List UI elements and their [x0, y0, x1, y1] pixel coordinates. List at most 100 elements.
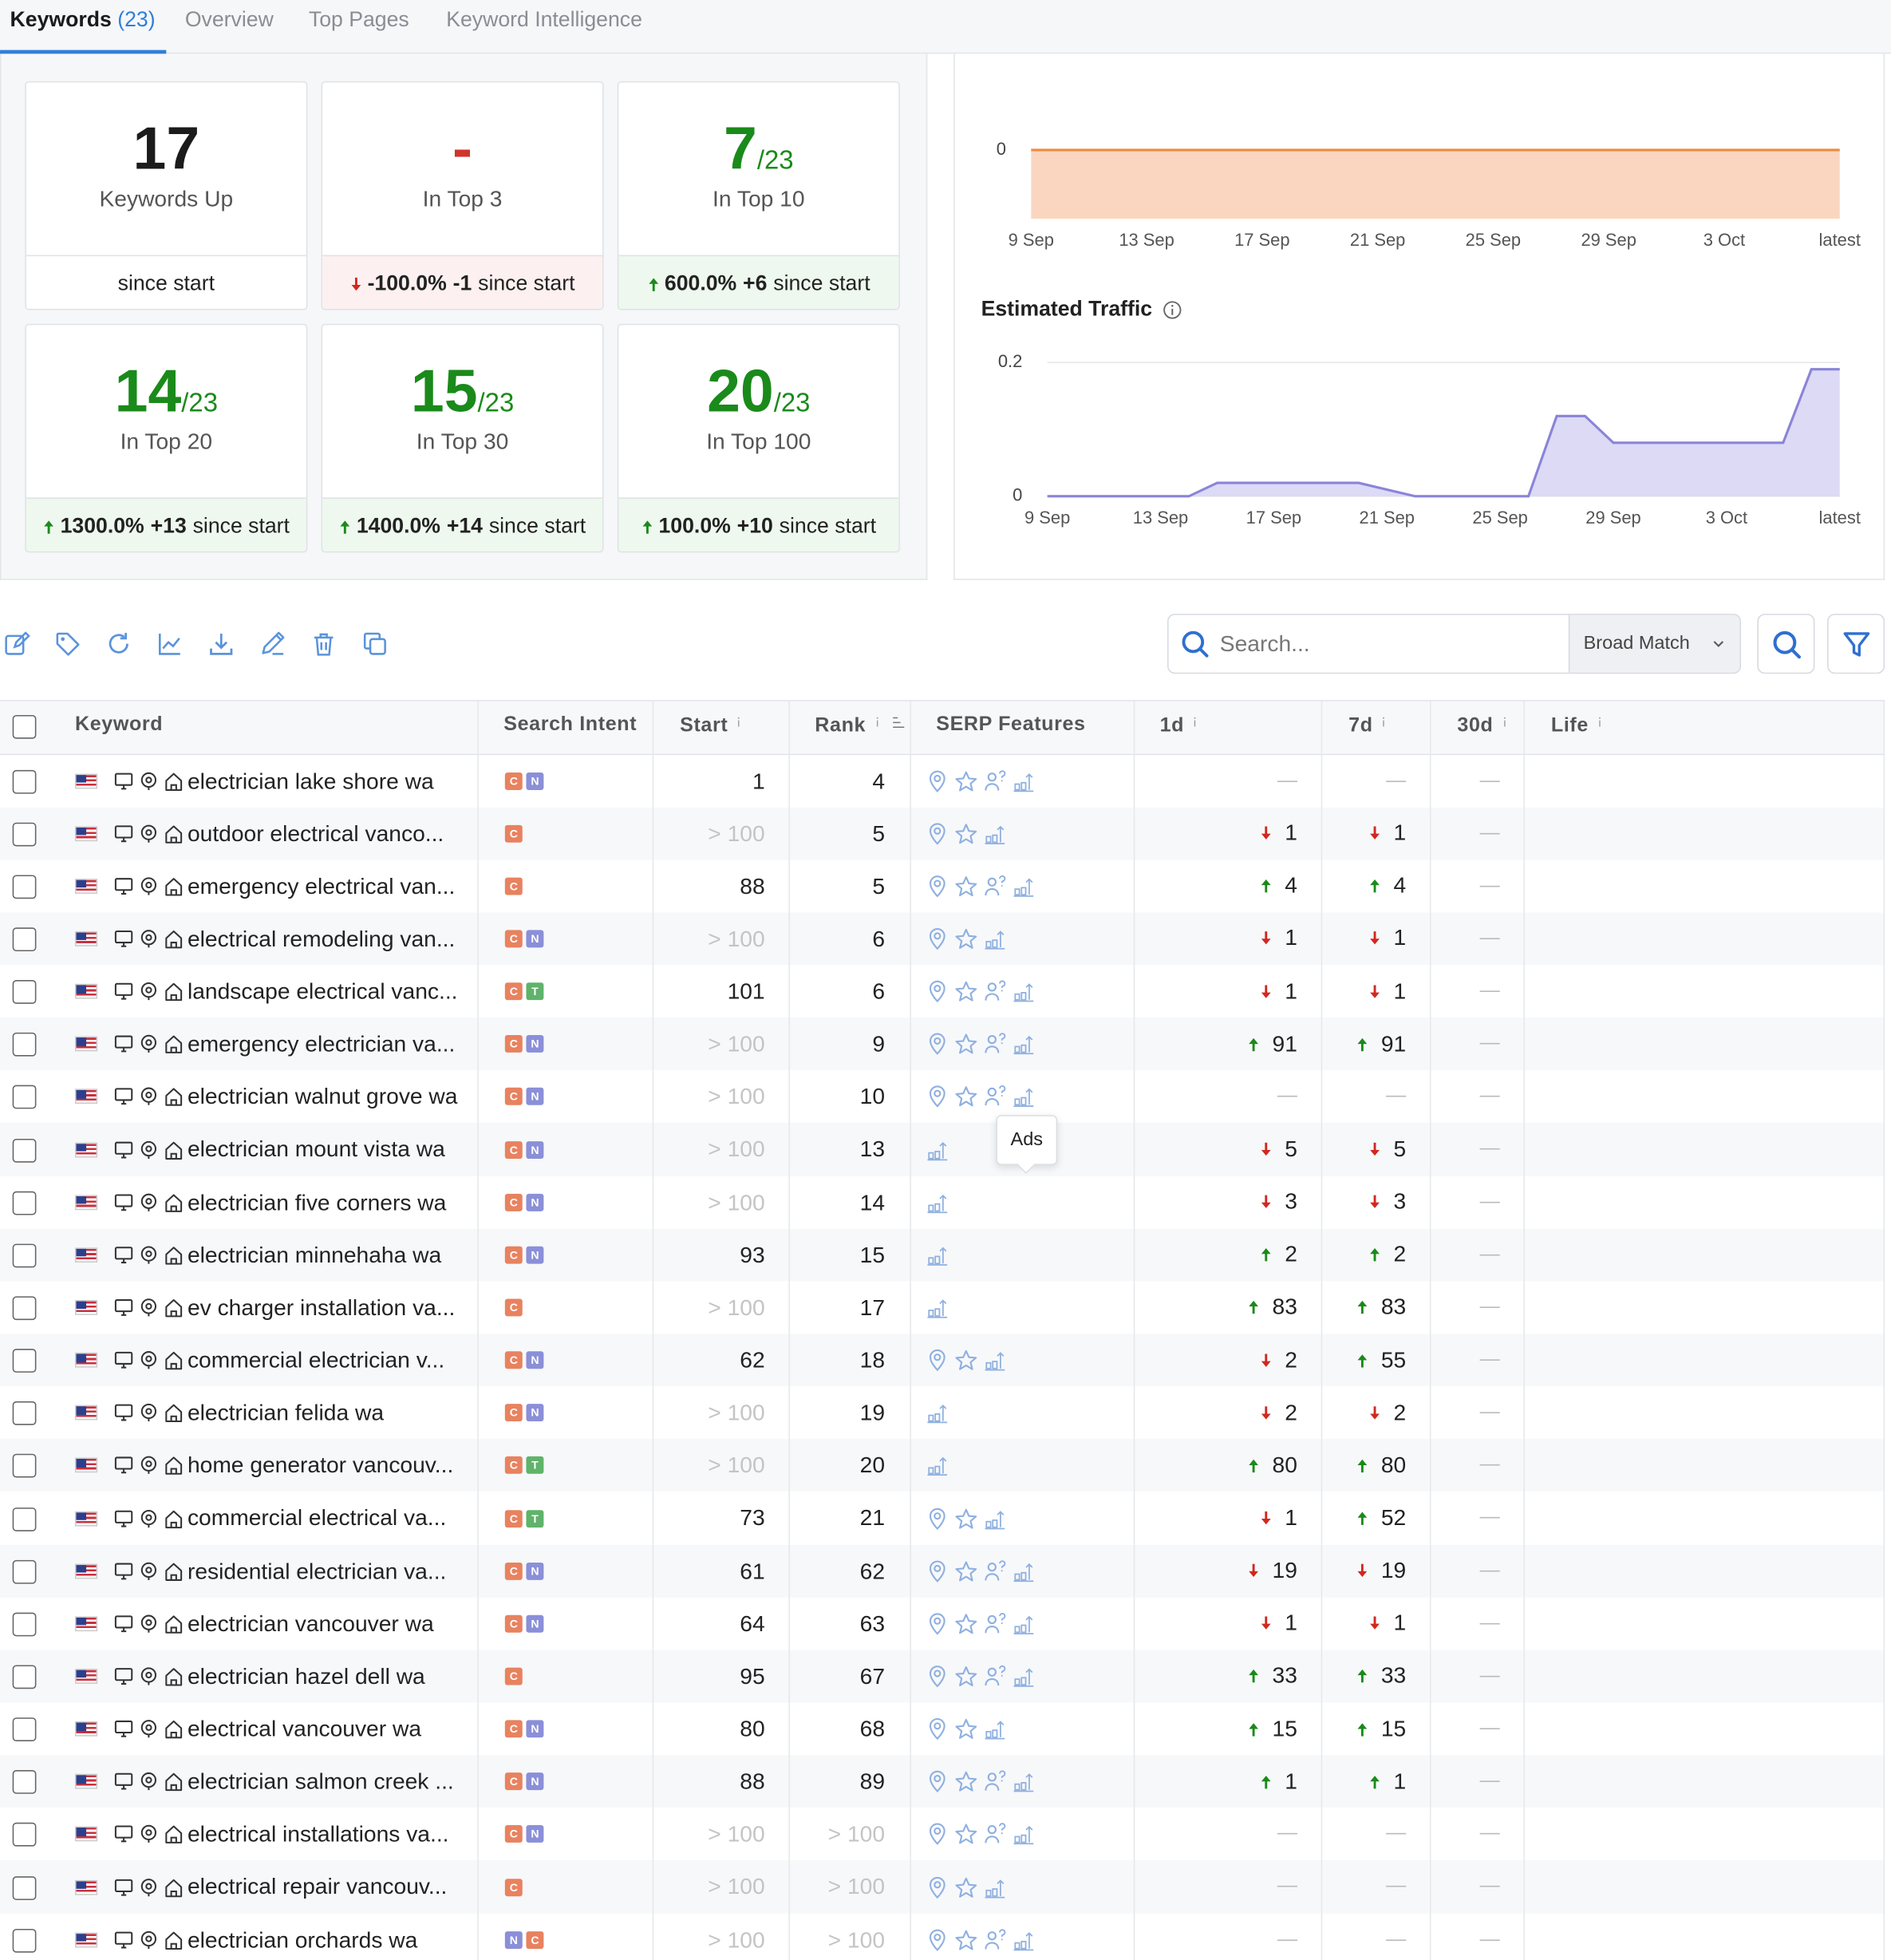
- serp-feature-ads[interactable]: [1013, 769, 1035, 792]
- tab[interactable]: Overview: [185, 7, 274, 32]
- serp-feature-ads[interactable]: [984, 1349, 1006, 1371]
- serp-feature-map[interactable]: [926, 1875, 949, 1899]
- serp-feature-star[interactable]: [955, 1507, 977, 1529]
- keyword[interactable]: electrician felida wa: [187, 1400, 385, 1425]
- serp-feature-ads[interactable]: [1013, 1559, 1035, 1582]
- row-checkbox[interactable]: [12, 769, 37, 793]
- column-header[interactable]: Life: [1551, 713, 1606, 737]
- serp-feature-map[interactable]: [926, 1823, 949, 1846]
- toolbar-button[interactable]: [311, 631, 336, 656]
- toolbar-button[interactable]: [157, 631, 182, 656]
- serp-feature-ads[interactable]: [926, 1296, 949, 1318]
- serp-feature-star[interactable]: [955, 769, 977, 792]
- keyword[interactable]: electrician mount vista wa: [187, 1136, 445, 1162]
- serp-feature-star[interactable]: [955, 1665, 977, 1687]
- row-checkbox[interactable]: [12, 1559, 37, 1584]
- keyword[interactable]: electrician hazel dell wa: [187, 1663, 425, 1689]
- column-header[interactable]: Rank: [815, 713, 906, 737]
- keyword[interactable]: commercial electrician v...: [187, 1347, 445, 1373]
- serp-feature-qa[interactable]: [984, 1823, 1006, 1845]
- search-button[interactable]: [1757, 614, 1815, 674]
- toolbar-button[interactable]: [209, 631, 234, 656]
- search-input[interactable]: Search...: [1219, 631, 1310, 657]
- keyword[interactable]: residential electrician va...: [187, 1558, 447, 1583]
- select-all-checkbox[interactable]: [12, 714, 37, 739]
- serp-feature-qa[interactable]: [984, 1085, 1006, 1108]
- keyword[interactable]: electrical vancouver wa: [187, 1716, 422, 1742]
- serp-feature-map[interactable]: [926, 1507, 949, 1530]
- row-checkbox[interactable]: [12, 1823, 37, 1847]
- serp-feature-ads[interactable]: [1013, 875, 1035, 897]
- keyword[interactable]: home generator vancouv...: [187, 1452, 454, 1478]
- keyword[interactable]: electrical remodeling van...: [187, 926, 456, 951]
- serp-feature-star[interactable]: [955, 1823, 977, 1845]
- serp-feature-map[interactable]: [926, 980, 949, 1003]
- serp-feature-qa[interactable]: [984, 1770, 1006, 1792]
- row-checkbox[interactable]: [12, 1770, 37, 1795]
- keyword[interactable]: electrician salmon creek ...: [187, 1768, 454, 1795]
- serp-feature-map[interactable]: [926, 875, 949, 898]
- serp-feature-ads[interactable]: [926, 1138, 949, 1160]
- serp-feature-star[interactable]: [955, 875, 977, 897]
- serp-feature-map[interactable]: [926, 1085, 949, 1108]
- serp-feature-ads[interactable]: [984, 1875, 1006, 1898]
- serp-feature-qa[interactable]: [984, 1033, 1006, 1055]
- column-header[interactable]: Search Intent: [503, 713, 637, 736]
- serp-feature-ads[interactable]: [1013, 1823, 1035, 1845]
- serp-feature-qa[interactable]: [984, 875, 1006, 897]
- keyword[interactable]: ev charger installation va...: [187, 1294, 456, 1320]
- serp-feature-map[interactable]: [926, 1349, 949, 1372]
- row-checkbox[interactable]: [12, 1033, 37, 1057]
- serp-feature-star[interactable]: [955, 1928, 977, 1950]
- serp-feature-map[interactable]: [926, 1612, 949, 1635]
- keyword[interactable]: electrician walnut grove wa: [187, 1084, 458, 1109]
- serp-feature-ads[interactable]: [926, 1401, 949, 1424]
- tab[interactable]: Top Pages: [309, 7, 409, 32]
- serp-feature-ads[interactable]: [984, 927, 1006, 950]
- serp-feature-map[interactable]: [926, 1770, 949, 1793]
- serp-feature-ads[interactable]: [1013, 1612, 1035, 1634]
- serp-feature-qa[interactable]: [984, 1665, 1006, 1687]
- serp-feature-ads[interactable]: [984, 1717, 1006, 1740]
- toolbar-button[interactable]: [362, 631, 387, 656]
- keyword[interactable]: outdoor electrical vanco...: [187, 820, 444, 846]
- keyword[interactable]: electrician orchards wa: [187, 1926, 418, 1953]
- column-header[interactable]: Start: [680, 713, 745, 737]
- keyword[interactable]: electrician five corners wa: [187, 1189, 447, 1215]
- serp-feature-star[interactable]: [955, 1875, 977, 1898]
- row-checkbox[interactable]: [12, 1665, 37, 1689]
- serp-feature-ads[interactable]: [926, 1454, 949, 1476]
- serp-feature-ads[interactable]: [1013, 1928, 1035, 1950]
- serp-feature-star[interactable]: [955, 1770, 977, 1792]
- serp-feature-star[interactable]: [955, 1559, 977, 1582]
- serp-feature-qa[interactable]: [984, 1928, 1006, 1950]
- serp-feature-ads[interactable]: [1013, 1665, 1035, 1687]
- row-checkbox[interactable]: [12, 1191, 37, 1215]
- serp-feature-map[interactable]: [926, 1665, 949, 1688]
- toolbar-button[interactable]: [260, 631, 285, 656]
- row-checkbox[interactable]: [12, 1349, 37, 1373]
- keyword[interactable]: electrical repair vancouv...: [187, 1874, 448, 1900]
- row-checkbox[interactable]: [12, 1138, 37, 1163]
- serp-feature-qa[interactable]: [984, 980, 1006, 1002]
- row-checkbox[interactable]: [12, 1717, 37, 1742]
- column-header[interactable]: 30d: [1457, 713, 1510, 737]
- toolbar-button[interactable]: [55, 631, 80, 656]
- serp-feature-star[interactable]: [955, 927, 977, 950]
- serp-feature-ads[interactable]: [1013, 980, 1035, 1002]
- row-checkbox[interactable]: [12, 1454, 37, 1479]
- keyword[interactable]: emergency electrician va...: [187, 1031, 456, 1057]
- row-checkbox[interactable]: [12, 875, 37, 899]
- row-checkbox[interactable]: [12, 1928, 37, 1953]
- serp-feature-ads[interactable]: [984, 1507, 1006, 1529]
- row-checkbox[interactable]: [12, 980, 37, 1005]
- keyword[interactable]: electrician lake shore wa: [187, 768, 434, 793]
- serp-feature-ads[interactable]: [984, 822, 1006, 844]
- serp-feature-ads[interactable]: [926, 1243, 949, 1266]
- serp-feature-map[interactable]: [926, 769, 949, 792]
- tab[interactable]: Keyword Intelligence: [446, 7, 642, 32]
- serp-feature-map[interactable]: [926, 1717, 949, 1741]
- filter-button[interactable]: [1827, 614, 1885, 674]
- serp-feature-map[interactable]: [926, 1033, 949, 1056]
- serp-feature-ads[interactable]: [926, 1191, 949, 1213]
